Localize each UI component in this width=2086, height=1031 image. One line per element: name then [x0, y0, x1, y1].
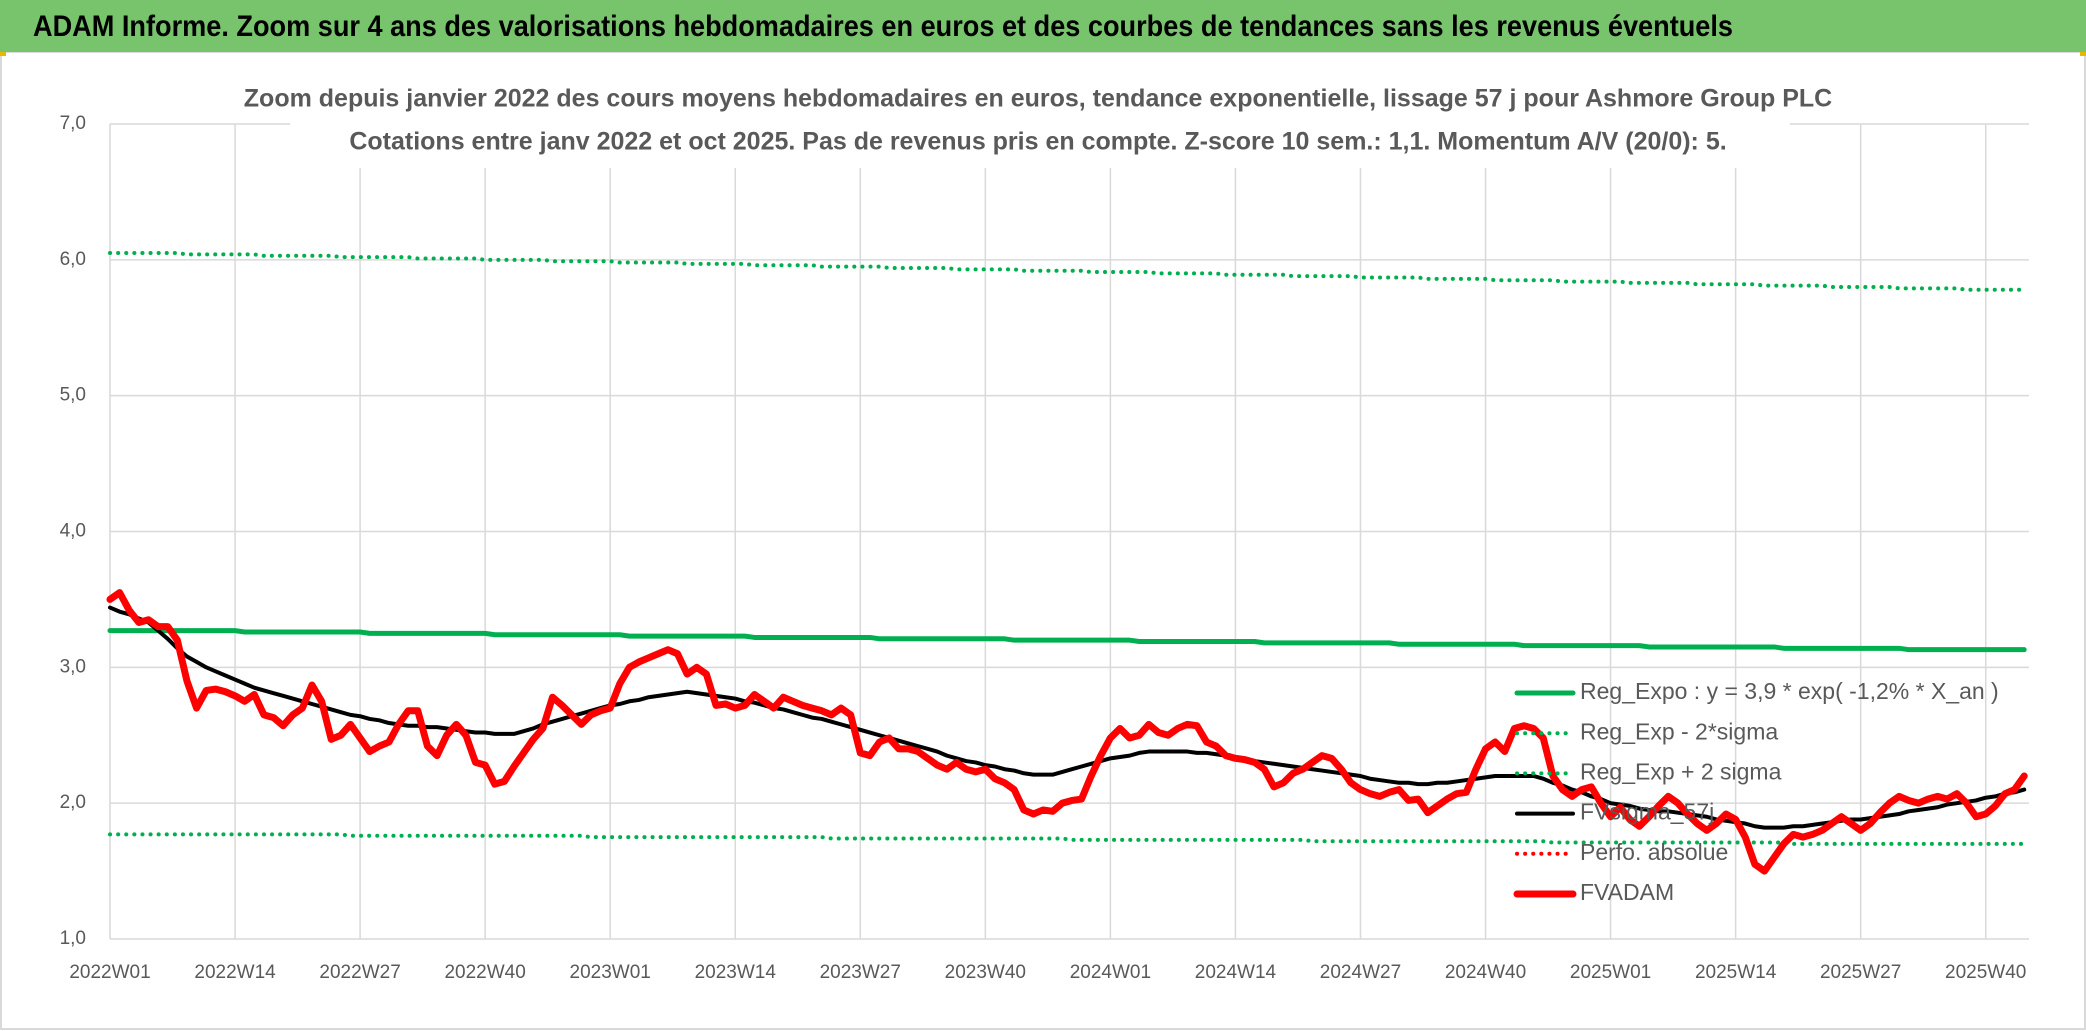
series-line	[107, 628, 2027, 653]
legend-label: FVsigma_57j	[1580, 799, 1714, 825]
x-tick-label: 2023W40	[945, 962, 1026, 983]
x-tick-label: 2024W01	[1070, 962, 1151, 983]
x-tick-label: 2023W14	[695, 962, 777, 983]
legend-label: Reg_Expo : y = 3,9 * exp( -1,2% * X_an )	[1580, 678, 1999, 704]
corner	[0, 50, 6, 56]
legend-label: Reg_Exp + 2 sigma	[1580, 758, 1782, 784]
legend-label: FVADAM	[1580, 879, 1674, 905]
x-tick-label: 2023W01	[570, 962, 651, 983]
y-tick-label: 5,0	[60, 385, 86, 406]
grid	[109, 123, 2029, 940]
x-tick-label: 2025W40	[1945, 962, 2026, 983]
corner	[2080, 50, 2086, 56]
chart-subtitle: Cotations entre janv 2022 et oct 2025. P…	[349, 128, 1726, 156]
header-bar	[0, 0, 2086, 52]
series-line	[108, 832, 2027, 846]
legend-label: Reg_Exp - 2*sigma	[1580, 718, 1778, 744]
y-tick-label: 1,0	[60, 928, 86, 949]
x-tick-label: 2025W27	[1820, 962, 1901, 983]
subtitle-background	[290, 82, 1790, 168]
series-line	[106, 589, 2028, 875]
y-tick-label: 2,0	[60, 792, 86, 813]
x-tick-label: 2024W27	[1320, 962, 1401, 983]
x-tick-label: 2025W01	[1570, 962, 1651, 983]
x-tick-label: 2022W14	[194, 962, 276, 983]
x-tick-label: 2022W40	[444, 962, 525, 983]
series-line	[108, 251, 2027, 292]
y-tick-label: 3,0	[60, 656, 86, 677]
x-tick-label: 2023W27	[820, 962, 901, 983]
legend-label: Perfo. absolue	[1580, 839, 1728, 865]
y-tick-label: 4,0	[60, 521, 86, 542]
x-tick-label: 2024W14	[1195, 962, 1277, 983]
chart-subtitle: Zoom depuis janvier 2022 des cours moyen…	[244, 85, 1832, 113]
y-tick-label: 6,0	[60, 249, 86, 270]
x-tick-label: 2022W27	[319, 962, 400, 983]
x-tick-label: 2024W40	[1445, 962, 1526, 983]
y-tick-label: 7,0	[60, 113, 86, 134]
chart-title: ADAM Informe. Zoom sur 4 ans des valoris…	[33, 10, 1733, 43]
x-tick-label: 2022W01	[69, 962, 150, 983]
series-line	[108, 605, 2027, 830]
x-tick-label: 2025W14	[1695, 962, 1777, 983]
